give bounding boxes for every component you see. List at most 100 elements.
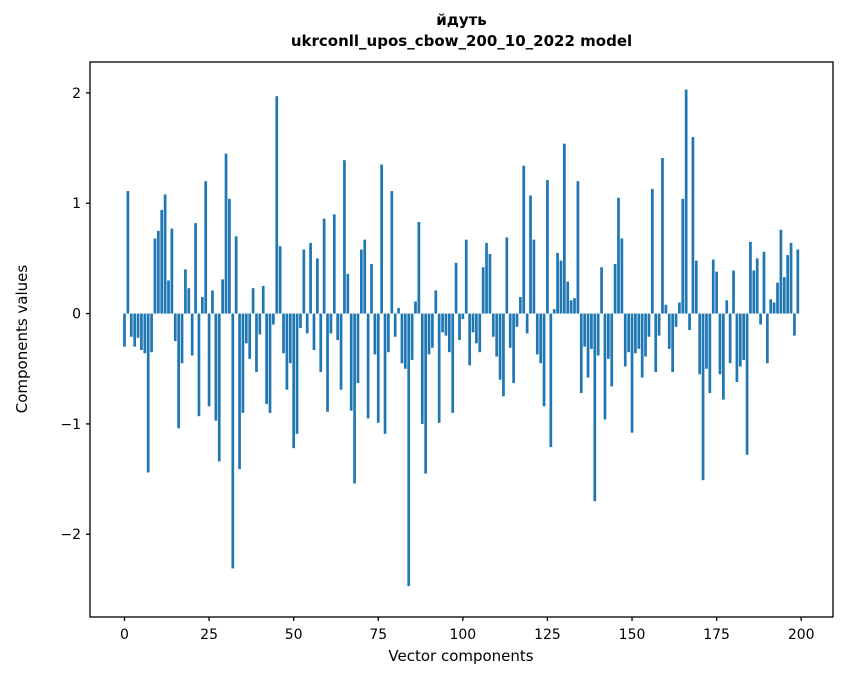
x-axis-label: Vector components [388,647,533,665]
bar [383,313,387,434]
bar [495,313,499,357]
bar [725,300,729,314]
bar [184,269,187,314]
bar [349,313,353,411]
bar [282,313,285,354]
bar [258,313,262,335]
bar [620,238,624,314]
chart-title: йдуть [436,11,487,29]
bar [502,313,505,397]
axes-box [89,61,834,618]
bar [234,236,238,314]
bar [762,251,766,314]
bar [244,313,248,344]
bar [353,313,356,484]
bar [295,313,299,434]
bar [299,313,302,328]
bar [674,313,678,327]
bar [167,280,170,314]
bar [630,313,634,433]
bar [789,242,793,314]
bar [491,313,495,337]
bar [512,313,515,384]
bar [316,258,319,314]
bar [288,313,292,364]
bar [569,300,573,314]
bar [640,313,644,378]
bar [505,237,509,314]
bar [123,313,126,347]
bar [606,313,610,359]
bar [356,313,360,384]
bar [454,262,458,314]
bar [190,313,194,356]
bar [522,165,526,314]
x-tick-label: 25 [200,627,218,643]
x-axis-ticks: 0 25 50 75 100 125 150 175 200 [120,617,815,643]
bar [177,313,180,429]
bar [302,249,306,314]
bar [173,313,177,342]
bar [211,290,214,314]
bar [776,282,779,314]
bar [610,313,614,387]
x-tick-label: 150 [619,627,646,643]
bar [187,288,191,314]
bar [478,313,482,353]
x-tick-label: 0 [120,627,129,643]
bar [752,270,756,314]
bar [339,313,343,390]
bar [255,313,258,373]
bar [143,313,147,354]
bar [221,279,224,314]
bar [424,313,427,474]
bar [204,181,208,314]
bar [586,313,590,378]
bar [603,313,607,420]
bar [441,313,444,333]
bar [617,197,620,314]
bar [390,191,394,314]
bar [728,313,732,364]
bar [623,313,627,367]
chart-title-block: йдуть ukrconll_upos_cbow_200_10_2022 mod… [90,10,833,52]
bar [779,229,783,314]
bar [407,313,411,587]
bar [755,258,759,314]
bar [319,313,323,373]
bar [285,313,289,390]
bar [650,188,654,314]
bar [471,313,475,333]
bar [376,313,380,423]
bar [133,313,137,347]
bar [664,304,668,314]
bar [573,298,576,314]
x-tick-label: 75 [369,627,387,643]
bar [228,198,231,314]
x-tick-label: 125 [534,627,561,643]
bar [397,308,400,314]
bar [332,214,336,314]
bar [292,313,296,449]
bar [485,242,488,314]
bar [793,313,796,336]
bar [647,313,651,337]
bar [309,242,312,314]
bar [272,313,275,325]
bar [434,290,438,314]
bar [711,259,715,314]
bar [759,313,762,325]
bar [431,313,434,348]
bar [566,281,570,314]
bar [772,302,776,314]
bar [387,313,390,353]
bar [481,267,485,314]
bar [403,313,407,369]
bar [532,239,536,314]
bar [694,260,698,314]
bar [684,89,688,314]
bar [735,313,739,382]
bar [458,313,461,341]
bar [329,313,333,334]
bar [163,194,167,314]
